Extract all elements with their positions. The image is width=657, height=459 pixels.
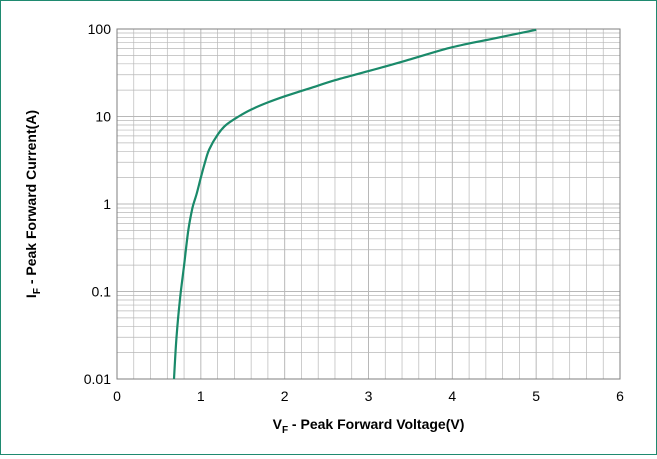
x-tick-labels: 0 1 2 3 4 5 6 xyxy=(113,388,624,404)
y-axis-title: IF - Peak Forward Current(A) xyxy=(23,110,43,298)
y-tick-label: 1 xyxy=(103,196,111,212)
x-tick-label: 6 xyxy=(616,388,624,404)
y-axis-title-subscript: F xyxy=(32,288,43,294)
y-axis-title-symbol: I xyxy=(23,294,39,298)
x-axis-title: VF - Peak Forward Voltage(V) xyxy=(273,416,465,436)
x-tick-label: 0 xyxy=(113,388,121,404)
x-tick-label: 5 xyxy=(532,388,540,404)
x-axis-title-symbol: V xyxy=(273,416,283,432)
x-tick-label: 1 xyxy=(197,388,205,404)
data-series-line xyxy=(172,28,537,380)
y-tick-label: 100 xyxy=(88,21,112,37)
x-axis-title-subscript: F xyxy=(282,425,288,436)
x-tick-label: 2 xyxy=(281,388,289,404)
x-tick-label: 4 xyxy=(448,388,456,404)
y-tick-label: 10 xyxy=(95,109,111,125)
y-tick-label: 0.01 xyxy=(84,371,111,387)
plot-area-border xyxy=(116,28,621,380)
x-axis-title-text: - Peak Forward Voltage(V) xyxy=(288,416,464,432)
x-tick-label: 3 xyxy=(365,388,373,404)
y-tick-labels: 0.01 0.1 1 10 100 xyxy=(84,21,111,387)
major-gridlines xyxy=(117,29,620,379)
y-axis-title-text: - Peak Forward Current(A) xyxy=(23,110,39,288)
y-tick-label: 0.1 xyxy=(92,284,112,300)
